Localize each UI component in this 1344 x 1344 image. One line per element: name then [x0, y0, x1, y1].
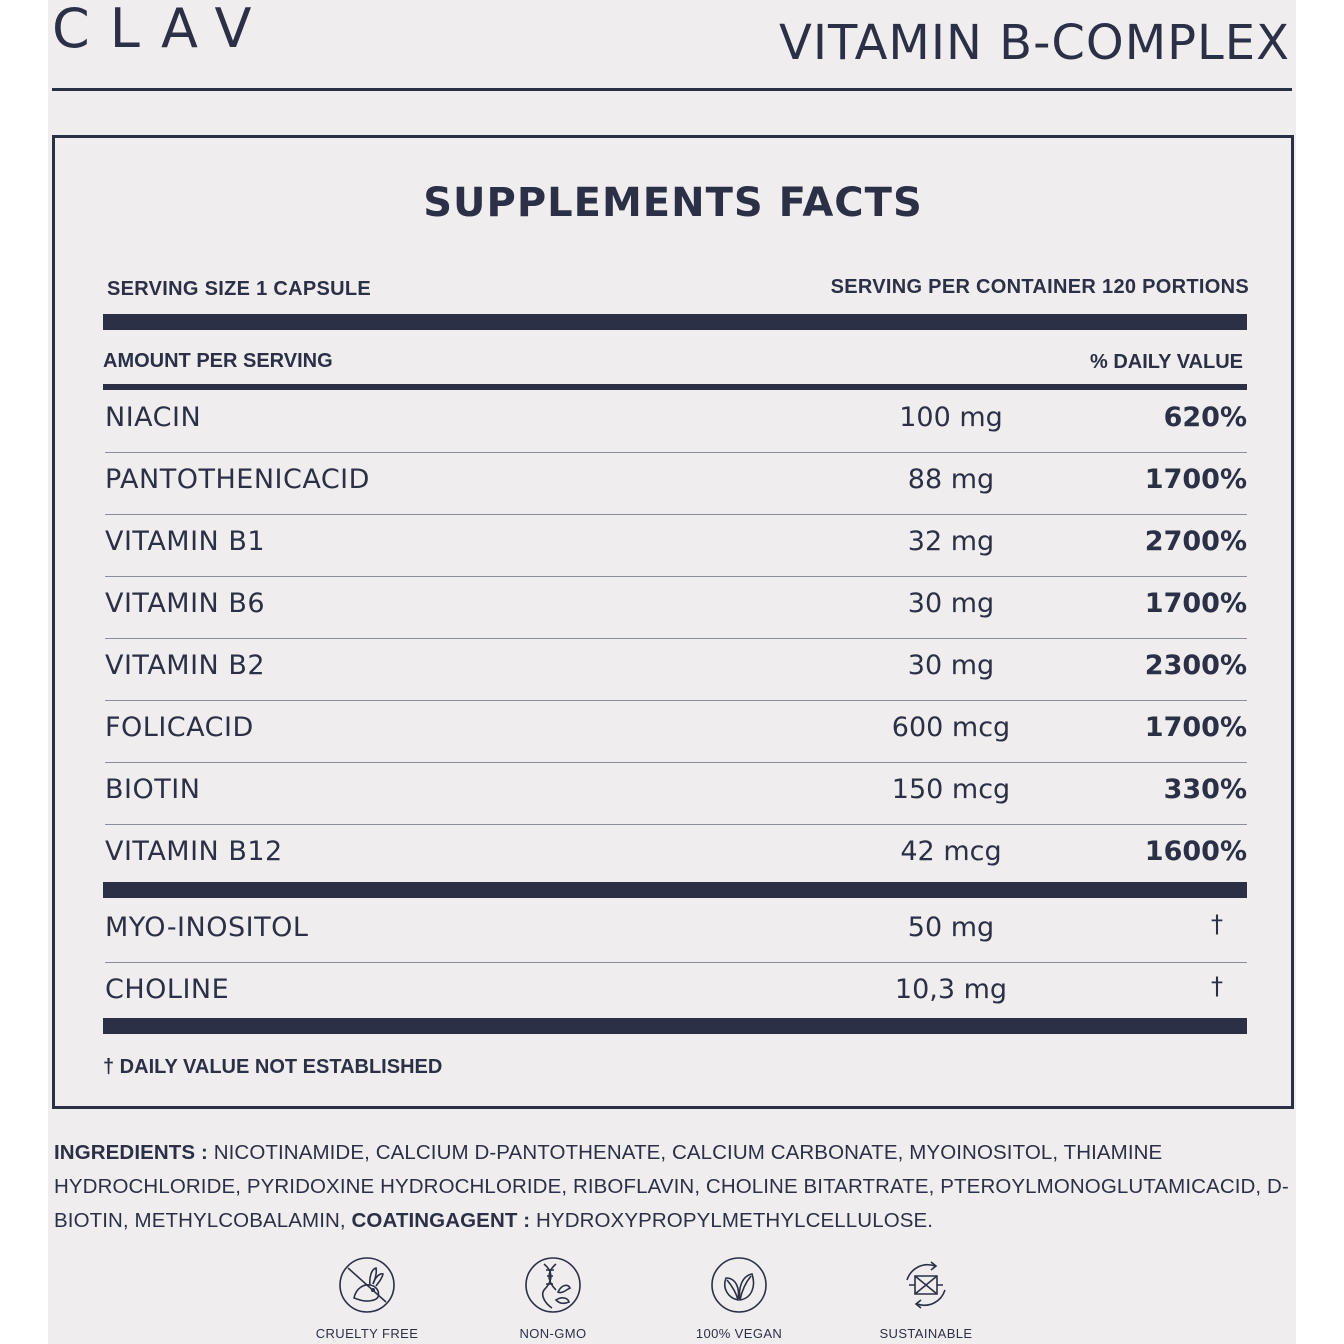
amount-per-serving-header: AMOUNT PER SERVING [103, 350, 333, 372]
nutrient-row: BIOTIN 150 mcg 330% [105, 762, 1247, 825]
divider-bar [103, 384, 1247, 390]
nutrient-name: BIOTIN [105, 774, 201, 805]
nutrient-row: VITAMIN B12 42 mcg 1600% [105, 824, 1247, 886]
badge-cruelty-free: CRUELTY FREE [297, 1254, 437, 1341]
nutrient-name: MYO-INOSITOL [105, 912, 309, 943]
nutrient-row: VITAMIN B6 30 mg 1700% [105, 576, 1247, 639]
nutrient-daily-value: 1700% [1144, 588, 1247, 619]
divider-bar [103, 1018, 1247, 1034]
coating-agent-label: COATINGAGENT : [351, 1209, 531, 1232]
nutrient-amount: 100 mg [899, 402, 1003, 433]
nutrient-name: VITAMIN B6 [105, 588, 266, 619]
nutrient-name: CHOLINE [105, 974, 230, 1005]
nutrient-amount: 30 mg [907, 588, 995, 619]
nutrient-daily-value: 1600% [1144, 836, 1247, 867]
nutrient-amount: 150 mcg [891, 774, 1011, 805]
nutrient-daily-value: 1700% [1144, 712, 1247, 743]
nutrient-amount: 32 mg [907, 526, 995, 557]
nutrient-amount: 10,3 mg [894, 974, 1008, 1005]
nutrient-name: PANTOTHENICACID [105, 464, 370, 495]
nutrient-row: FOLICACID 600 mcg 1700% [105, 700, 1247, 763]
nutrient-row: CHOLINE 10,3 mg † [105, 962, 1247, 1024]
label-sheet [48, 0, 1296, 1344]
dagger-mark: † [1211, 910, 1223, 938]
daily-value-header: % DAILY VALUE [1090, 351, 1243, 373]
nutrient-row: PANTOTHENICACID 88 mg 1700% [105, 452, 1247, 515]
nutrient-name: VITAMIN B12 [105, 836, 283, 867]
nutrient-daily-value: 2700% [1144, 526, 1247, 557]
nutrient-daily-value: 620% [1163, 402, 1247, 433]
product-title: VITAMIN B-COMPLEX [778, 15, 1290, 71]
brand-logo: CLAV [52, 0, 272, 60]
badge-label: NON-GMO [519, 1326, 587, 1341]
nutrient-row: VITAMIN B1 32 mg 2700% [105, 514, 1247, 577]
recycle-icon [906, 1261, 946, 1309]
nutrient-amount: 42 mcg [900, 836, 1002, 867]
nutrient-row: MYO-INOSITOL 50 mg † [105, 900, 1247, 963]
nutrient-daily-value: 330% [1163, 774, 1247, 805]
badge-sustainable: SUSTAINABLE [856, 1254, 996, 1341]
badge-non-gmo: NON-GMO [483, 1254, 623, 1341]
header-divider [52, 88, 1292, 91]
rabbit-icon [339, 1257, 395, 1313]
serving-size: SERVING SIZE 1 CAPSULE [107, 278, 372, 300]
nutrient-name: VITAMIN B2 [105, 650, 266, 681]
badge-label: CRUELTY FREE [315, 1326, 419, 1341]
nutrient-name: VITAMIN B1 [105, 526, 266, 557]
servings-per-container: SERVING PER CONTAINER 120 PORTIONS [830, 276, 1249, 298]
divider-bar [103, 882, 1247, 898]
badge-label: SUSTAINABLE [879, 1326, 973, 1341]
nutrient-amount: 50 mg [907, 912, 995, 943]
nutrient-row: VITAMIN B2 30 mg 2300% [105, 638, 1247, 701]
facts-title: SUPPLEMENTS FACTS [423, 180, 923, 226]
ingredients-label: INGREDIENTS : [54, 1141, 208, 1164]
nutrient-amount: 30 mg [907, 650, 995, 681]
badge-label: 100% VEGAN [695, 1326, 783, 1341]
dna-icon [525, 1257, 581, 1313]
footnote: † DAILY VALUE NOT ESTABLISHED [103, 1056, 443, 1078]
nutrient-amount: 600 mcg [891, 712, 1011, 743]
divider-bar [103, 314, 1247, 330]
ingredients-list: INGREDIENTS : NICOTINAMIDE, CALCIUM D-PA… [54, 1136, 1290, 1238]
coating-agent-text: HYDROXYPROPYLMETHYLCELLULOSE. [530, 1209, 934, 1232]
ingredients-text: NICOTINAMIDE, CALCIUM D-PANTOTHENATE, CA… [54, 1141, 1289, 1232]
dagger-mark: † [1211, 972, 1223, 1000]
supplement-facts-panel: SUPPLEMENTS FACTS SERVING SIZE 1 CAPSULE… [52, 135, 1294, 1109]
nutrient-daily-value: 1700% [1144, 464, 1247, 495]
certification-badges: CRUELTY FREE NON-GMO 100% VEGAN [0, 1254, 1344, 1344]
nutrient-daily-value: 2300% [1144, 650, 1247, 681]
badge-vegan: 100% VEGAN [669, 1254, 809, 1341]
nutrient-name: NIACIN [105, 402, 202, 433]
leaf-icon [711, 1257, 767, 1313]
nutrient-name: FOLICACID [105, 712, 254, 743]
nutrient-row: NIACIN 100 mg 620% [105, 390, 1247, 453]
nutrient-amount: 88 mg [907, 464, 995, 495]
